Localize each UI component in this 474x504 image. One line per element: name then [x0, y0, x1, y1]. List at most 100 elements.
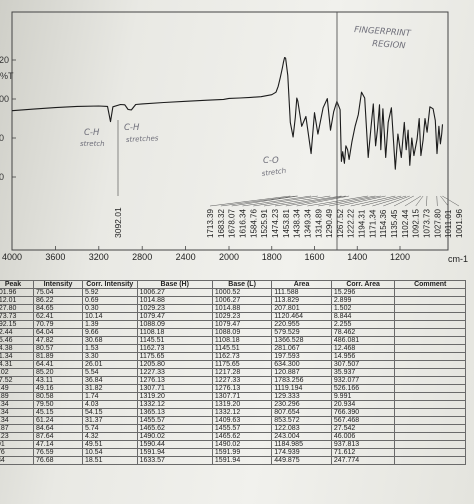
- peak-table: Peak Intensity Corr. Intensity Base (H) Base…: [0, 280, 466, 465]
- table-cell: [394, 400, 466, 409]
- table-row: 54.3880.571.531162.731145.51281.06712.46…: [0, 344, 466, 353]
- table-cell: 1.502: [330, 304, 396, 313]
- table-cell: 3.30: [81, 352, 138, 361]
- table-cell: 3.02: [0, 368, 35, 377]
- peak-leader: [209, 195, 291, 207]
- peak-leader: [285, 195, 346, 207]
- table-cell: 1000.52: [211, 288, 273, 297]
- table-cell: 937.813: [330, 440, 396, 449]
- table-header-cell: Corr. Intensity: [81, 280, 138, 289]
- annotation-ch-stretch-line2: stretch: [80, 140, 105, 148]
- table-cell: 67.52: [0, 376, 35, 385]
- table-cell: 122.083: [271, 424, 332, 433]
- table-cell: 932.077: [330, 376, 396, 385]
- table-cell: [394, 432, 466, 441]
- table-cell: 526.166: [330, 384, 396, 393]
- table-cell: 0.69: [81, 296, 138, 305]
- table-cell: 14.956: [330, 352, 396, 361]
- table-cell: 1227.33: [136, 368, 213, 377]
- table-cell: 0.30: [81, 304, 138, 313]
- table-cell: 307.507: [330, 360, 396, 369]
- table-cell: 1205.80: [136, 360, 213, 369]
- table-cell: 1108.18: [211, 336, 273, 345]
- x-tick-label: 1800: [262, 252, 282, 262]
- table-cell: 26.01: [81, 360, 138, 369]
- annotation-ch-stretch-line1: C-H: [84, 128, 100, 138]
- table-cell: [394, 440, 466, 449]
- table-cell: 10.54: [81, 448, 138, 457]
- table-cell: 113.829: [271, 296, 332, 305]
- table-cell: 46.006: [330, 432, 396, 441]
- table-cell: 64.04: [33, 328, 83, 337]
- table-cell: .76: [0, 448, 35, 457]
- table-cell: 76.68: [33, 456, 83, 465]
- table-cell: 70.79: [33, 320, 83, 329]
- peak-leader: [318, 195, 376, 207]
- peak-leader: [329, 195, 381, 207]
- table-cell: 18.51: [81, 456, 138, 465]
- peak-leader: [440, 195, 449, 207]
- x-tick-label: 2000: [219, 252, 239, 262]
- table-cell: 87.64: [33, 432, 83, 441]
- table-cell: [394, 320, 466, 329]
- peak-label: 1011.01: [444, 209, 453, 238]
- table-cell: 49.51: [81, 440, 138, 449]
- table-cell: 027.80: [0, 304, 35, 313]
- table-header-cell: Base (L): [211, 280, 273, 289]
- y-ticks: 120 100 80 60: [0, 55, 9, 182]
- peak-label: 1267.52: [336, 209, 345, 238]
- x-tick-label: 3200: [89, 252, 109, 262]
- table-cell: [394, 360, 466, 369]
- annotation-fingerprint-line1: FINGERPRINT: [354, 25, 412, 39]
- table-cell: 1079.47: [136, 312, 213, 321]
- table-cell: 1145.51: [211, 344, 273, 353]
- peak-leader: [442, 195, 460, 207]
- plot-frame: [11, 11, 449, 251]
- table-cell: 1088.09: [136, 320, 213, 329]
- table-header-cell: Peak: [0, 280, 35, 289]
- peak-leader: [350, 195, 396, 207]
- table-cell: 247.774: [330, 456, 396, 465]
- table-cell: 31.82: [81, 384, 138, 393]
- table-cell: 02.44: [0, 328, 35, 337]
- grid-lines: [12, 59, 16, 178]
- table-cell: [394, 344, 466, 353]
- table-cell: 281.067: [271, 344, 332, 353]
- spectrum-line: [11, 56, 444, 170]
- table-cell: 1591.99: [211, 448, 273, 457]
- peak-leader: [231, 195, 298, 207]
- peak-label: 1525.91: [260, 209, 269, 238]
- table-cell: 80.58: [33, 392, 83, 401]
- table-cell: [394, 416, 466, 425]
- table-header-cell: Base (H): [136, 280, 213, 289]
- peak-leader: [436, 195, 438, 207]
- table-cell: 2.899: [330, 296, 396, 305]
- table-cell: 71.34: [0, 352, 35, 361]
- table-cell: 4.03: [81, 400, 138, 409]
- table-row: 9.3445.1554.151365.131332.12807.654766.3…: [0, 408, 466, 417]
- ir-spectrum-chart: 120 100 80 60 %T 4000 3600 3200 2800 2400 2000 18…: [0, 11, 468, 264]
- table-header-cell: Comment: [394, 280, 466, 289]
- table-cell: 1175.65: [211, 360, 273, 369]
- table-cell: .91: [0, 440, 35, 449]
- y-tick-label: 100: [0, 94, 9, 104]
- peak-label: 1073.73: [423, 209, 432, 238]
- x-tick-label: 1600: [304, 252, 324, 262]
- table-cell: [394, 288, 466, 297]
- table-row: 027.8084.650.301029.231014.88207.8011.50…: [0, 304, 466, 313]
- plot-border: [11, 11, 449, 251]
- x-tick-label: 2400: [176, 252, 196, 262]
- peak-label: 1222.22: [347, 209, 356, 238]
- x-tick-label: 3600: [45, 252, 65, 262]
- table-cell: [394, 352, 466, 361]
- table-cell: 12.468: [330, 344, 396, 353]
- table-cell: 1.39: [81, 320, 138, 329]
- table-cell: 61.24: [33, 416, 83, 425]
- table-cell: 1029.23: [136, 304, 213, 313]
- table-cell: 9.991: [330, 392, 396, 401]
- table-row: 67.5243.1136.841276.131227.331783.256932…: [0, 376, 466, 385]
- table-cell: 1227.33: [211, 376, 273, 385]
